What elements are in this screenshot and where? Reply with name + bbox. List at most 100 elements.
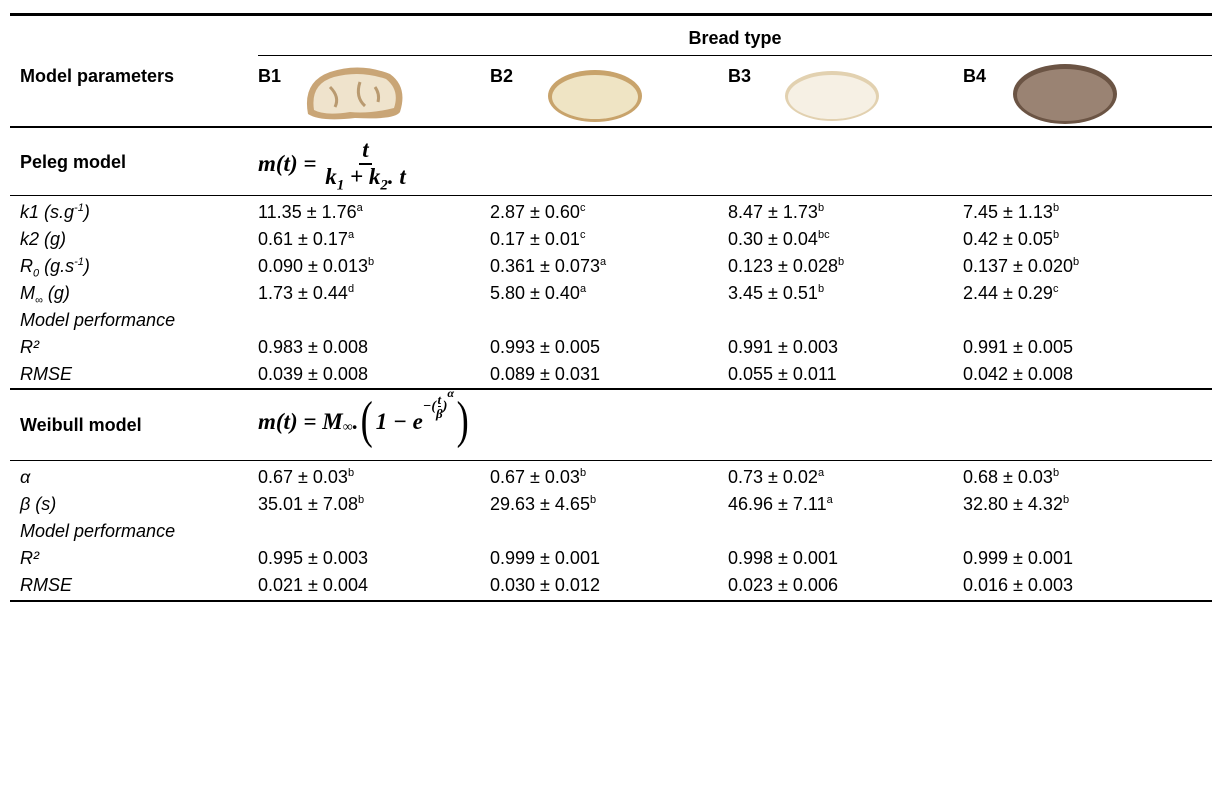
cell-letter: b: [367, 256, 375, 268]
cell-value: 0.999 ± 0.001: [963, 548, 1073, 568]
label-part: k1 (s.g: [20, 202, 75, 222]
label-part: (g): [42, 283, 70, 303]
cell: 0.993 ± 0.005: [490, 338, 600, 356]
cell-letter: a: [599, 256, 607, 268]
cell: 0.123 ± 0.028b: [728, 256, 844, 276]
cell-letter: a: [579, 283, 587, 295]
formula-part: t: [437, 392, 442, 407]
cell: 0.991 ± 0.003: [728, 338, 838, 356]
cell-letter: bc: [817, 229, 830, 241]
cell: 0.137 ± 0.020b: [963, 256, 1080, 276]
cell-value: 0.039 ± 0.008: [258, 364, 368, 384]
cell-value: 11.35 ± 1.76: [258, 202, 357, 222]
formula-part: (: [360, 392, 374, 449]
rule: [10, 195, 1212, 196]
cell: 0.73 ± 0.02a: [728, 468, 824, 487]
cell-value: 0.17 ± 0.01: [490, 229, 580, 249]
column-header: B3: [728, 66, 752, 86]
cell: 8.47 ± 1.73b: [728, 202, 825, 222]
cell-value: 0.030 ± 0.012: [490, 575, 600, 595]
formula-part: α: [447, 386, 455, 400]
bread-image: [548, 70, 642, 122]
cell-letter: b: [817, 202, 825, 214]
cell-value: 2.87 ± 0.60: [490, 202, 580, 222]
label-part: k2 (g): [20, 229, 67, 249]
formula: m(t) = t k1 + k2. t: [258, 138, 409, 193]
cell-letter: b: [589, 494, 597, 506]
section-title: Weibull model: [20, 414, 142, 435]
row-label: β (s): [20, 495, 56, 513]
label-part: M: [20, 283, 35, 303]
cell-letter: a: [356, 202, 363, 214]
cell-letter: b: [1052, 229, 1060, 241]
cell: 0.042 ± 0.008: [963, 365, 1073, 383]
cell: 3.45 ± 0.51b: [728, 284, 824, 303]
top-rule: [10, 13, 1212, 16]
cell-value: 0.67 ± 0.03: [258, 467, 348, 487]
label-part: RMSE: [20, 364, 73, 384]
cell: 0.67 ± 0.03b: [258, 467, 354, 487]
label-part: -1: [74, 202, 84, 214]
cell: 46.96 ± 7.11a: [728, 495, 833, 514]
column-header: B4: [963, 66, 987, 86]
cell-value: 0.089 ± 0.031: [490, 364, 600, 384]
label-part: R²: [20, 548, 39, 568]
label-part: α: [20, 467, 31, 487]
cell-letter: b: [1052, 202, 1060, 214]
cell: 2.87 ± 0.60c: [490, 202, 586, 222]
section-title: Peleg model: [20, 151, 127, 172]
label-part: 0: [33, 267, 40, 280]
cell-value: 0.42 ± 0.05: [963, 229, 1053, 249]
cell-letter: b: [1072, 256, 1080, 268]
cell: 0.030 ± 0.012: [490, 576, 600, 594]
cell-value: 0.137 ± 0.020: [963, 256, 1073, 276]
formula-part: 1 − e: [375, 408, 423, 434]
column-header: B1: [258, 66, 282, 86]
cell-letter: b: [1052, 467, 1060, 479]
cell-value: 0.30 ± 0.04: [728, 229, 818, 249]
formula-part: ∞: [342, 420, 353, 435]
cell-value: 0.991 ± 0.005: [963, 337, 1073, 357]
cell: 0.999 ± 0.001: [963, 549, 1073, 567]
cell: 0.30 ± 0.04bc: [728, 229, 830, 249]
formula-part: m(t) =: [258, 150, 317, 176]
cell-value: 1.73 ± 0.44: [258, 283, 348, 303]
bread-image: [306, 67, 403, 120]
row-label: Model performance: [20, 522, 175, 540]
cell: 32.80 ± 4.32b: [963, 494, 1070, 514]
row-label: RMSE: [20, 576, 72, 594]
cell-value: 0.361 ± 0.073: [490, 256, 600, 276]
cell: 0.999 ± 0.001: [490, 549, 600, 567]
formula-part: t: [359, 138, 372, 165]
cell: 0.998 ± 0.001: [728, 549, 838, 567]
cell: 0.055 ± 0.011: [728, 365, 837, 383]
cell-value: 0.995 ± 0.003: [258, 548, 368, 568]
cell-value: 0.123 ± 0.028: [728, 256, 838, 276]
cell-value: 0.042 ± 0.008: [963, 364, 1073, 384]
cell-value: 0.055 ± 0.011: [728, 364, 837, 384]
cell: 35.01 ± 7.08b: [258, 495, 364, 514]
formula-part: m(t) = M: [258, 408, 343, 434]
cell-value: 2.44 ± 0.29: [963, 283, 1053, 303]
cell-letter: b: [1062, 494, 1070, 506]
rule: [10, 126, 1212, 128]
cell: 0.983 ± 0.008: [258, 338, 368, 356]
formula-part: . t: [387, 164, 406, 189]
cell-value: 0.983 ± 0.008: [258, 337, 368, 357]
label-part: ∞: [35, 294, 43, 307]
cell: 0.039 ± 0.008: [258, 365, 368, 383]
bread-image: [1013, 64, 1117, 124]
cell-value: 0.023 ± 0.006: [728, 575, 838, 595]
cell-letter: c: [579, 202, 586, 214]
cell-value: 5.80 ± 0.40: [490, 283, 580, 303]
rule: [10, 460, 1212, 461]
cell-letter: c: [1052, 283, 1059, 295]
cell-letter: c: [579, 229, 586, 241]
cell: 0.17 ± 0.01c: [490, 229, 586, 249]
cell-letter: d: [347, 283, 355, 295]
rule: [10, 600, 1212, 602]
row-label: R²: [20, 338, 39, 356]
cell: 5.80 ± 0.40a: [490, 283, 587, 303]
label-part: (g.s: [39, 256, 75, 276]
